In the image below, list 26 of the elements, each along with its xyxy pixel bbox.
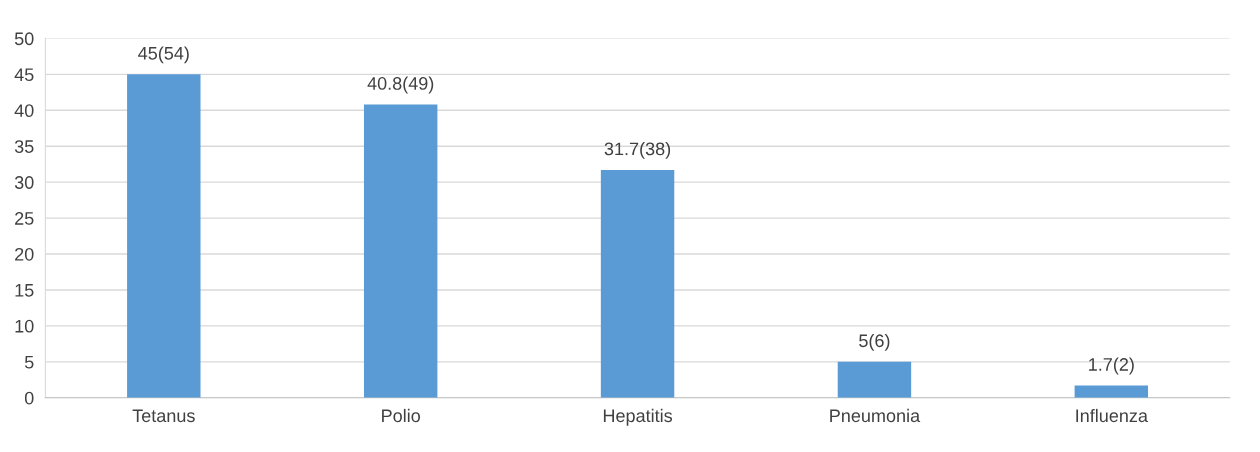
data-label: 5(6) bbox=[859, 333, 890, 351]
x-tick-label: Polio bbox=[382, 408, 420, 423]
data-label: 31.7(38) bbox=[604, 142, 671, 159]
data-label: 45(54) bbox=[138, 46, 189, 64]
y-tick-label: 5 bbox=[24, 355, 34, 369]
x-tick-label: Tetanus bbox=[132, 409, 195, 423]
bar bbox=[127, 74, 201, 398]
y-tick-label: 20 bbox=[15, 247, 34, 261]
x-tick-label: Hepatitis bbox=[603, 408, 673, 426]
y-tick-label: 10 bbox=[15, 319, 34, 333]
y-tick-label: 35 bbox=[14, 140, 34, 153]
data-label: 1.7(2) bbox=[1089, 357, 1134, 375]
y-tick-label: 0 bbox=[24, 391, 34, 405]
x-tick-label: Influenza bbox=[1076, 408, 1148, 423]
y-tick-label: 50 bbox=[14, 32, 34, 46]
data-label: 40.8(49) bbox=[367, 76, 434, 94]
y-tick-label: 30 bbox=[14, 176, 34, 189]
bar bbox=[837, 361, 912, 398]
x-tick-label: Pneumonia bbox=[830, 408, 921, 423]
bar bbox=[1074, 385, 1149, 398]
y-tick-label: 40 bbox=[14, 104, 34, 118]
y-tick-label: 25 bbox=[15, 212, 34, 225]
y-tick-label: 15 bbox=[15, 284, 34, 297]
bar bbox=[600, 169, 675, 398]
y-tick-label: 45 bbox=[14, 68, 34, 82]
bar bbox=[363, 104, 438, 398]
